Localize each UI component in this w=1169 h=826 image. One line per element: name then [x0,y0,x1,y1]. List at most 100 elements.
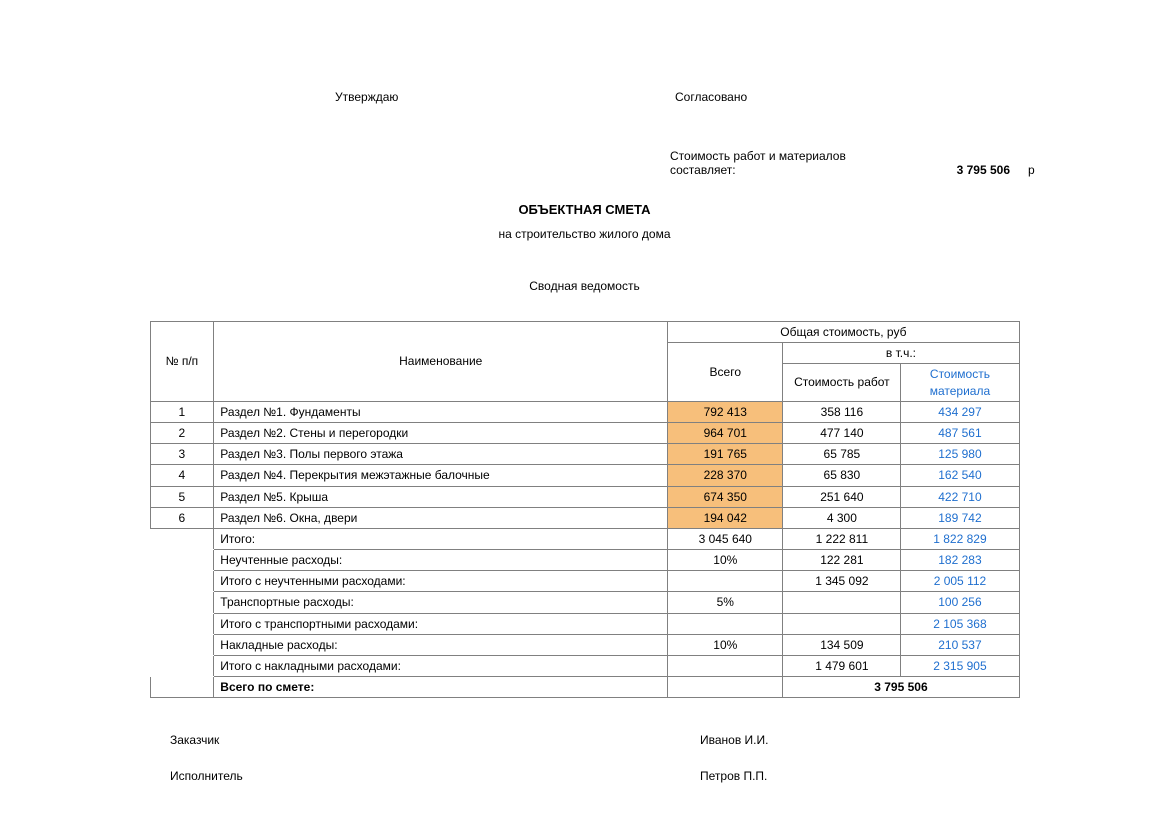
table-row: 1Раздел №1. Фундаменты792 413358 116434 … [150,401,1019,422]
table-total-row: Итого с накладными расходами:1 479 6012 … [150,656,1019,677]
cell-total: 964 701 [668,422,783,443]
cell-total: 3 045 640 [668,528,783,549]
cell-work [783,613,901,634]
table-row: 2Раздел №2. Стены и перегородки964 70147… [150,422,1019,443]
cost-value: 3 795 506 [920,163,1010,177]
table-total-row: Транспортные расходы:5% 100 256 [150,592,1019,613]
cell-total: 191 765 [668,444,783,465]
cell-num [150,550,214,571]
signatures: Заказчик Иванов И.И. Исполнитель Петров … [170,733,1059,783]
cell-material: 189 742 [901,507,1019,528]
cell-num [150,592,214,613]
cell-work: 122 281 [783,550,901,571]
cell-total [668,571,783,592]
cost-label: Стоимость работ и материалов составляет: [670,149,920,177]
cell-name: Неучтенные расходы: [214,550,668,571]
approval-row: Утверждаю Согласовано [110,90,1059,104]
cell-num: 3 [150,444,214,465]
cell-num [150,613,214,634]
cell-name: Транспортные расходы: [214,592,668,613]
approve-label: Утверждаю [335,90,675,104]
cell-name: Раздел №1. Фундаменты [214,401,668,422]
table-total-row: Итого с неучтенными расходами: 1 345 0922… [150,571,1019,592]
cost-label-line1: Стоимость работ и материалов [670,149,846,163]
cell-total [668,613,783,634]
cell-material: 2 315 905 [901,656,1019,677]
table-row: 5Раздел №5. Крыша674 350251 640422 710 [150,486,1019,507]
doc-subtitle: на строительство жилого дома [110,227,1059,241]
cell-material: 434 297 [901,401,1019,422]
grand-value: 3 795 506 [783,677,1019,698]
cell-name: Раздел №3. Полы первого этажа [214,444,668,465]
cell-material: 162 540 [901,465,1019,486]
table-total-row: Неучтенные расходы:10%122 281182 283 [150,550,1019,571]
cell-work: 4 300 [783,507,901,528]
cell-name: Раздел №5. Крыша [214,486,668,507]
th-name: Наименование [214,322,668,402]
table-total-row: Накладные расходы:10%134 509210 537 [150,634,1019,655]
cell-work [783,592,901,613]
cost-ruble: р [1028,163,1035,177]
cost-label-line2: составляет: [670,163,736,177]
doc-title: ОБЪЕКТНАЯ СМЕТА [110,202,1059,217]
cell-material: 100 256 [901,592,1019,613]
cell-work: 251 640 [783,486,901,507]
cell-total: 674 350 [668,486,783,507]
cell-num: 6 [150,507,214,528]
th-total: Всего [668,343,783,402]
customer-role: Заказчик [170,733,700,747]
grand-name: Всего по смете: [214,677,668,698]
table-total-row: Итого с транспортными расходами: 2 105 36… [150,613,1019,634]
th-costgroup: Общая стоимость, руб [668,322,1019,343]
cell-name: Итого: [214,528,668,549]
agree-label: Согласовано [675,90,747,104]
executor-name: Петров П.П. [700,769,767,783]
cell-total: 228 370 [668,465,783,486]
cell-material: 422 710 [901,486,1019,507]
th-work: Стоимость работ [783,364,901,401]
cell-work: 65 830 [783,465,901,486]
cell-num: 4 [150,465,214,486]
table-row: 6Раздел №6. Окна, двери194 0424 300189 7… [150,507,1019,528]
estimate-table: № п/п Наименование Общая стоимость, руб … [150,321,1020,698]
cell-material: 2 105 368 [901,613,1019,634]
cell-name: Итого с транспортными расходами: [214,613,668,634]
cell-work: 358 116 [783,401,901,422]
th-num: № п/п [150,322,214,402]
cell-total: 10% [668,634,783,655]
cell-material: 487 561 [901,422,1019,443]
th-material: Стоимость материала [901,364,1019,401]
cell-name: Раздел №6. Окна, двери [214,507,668,528]
cell-num [150,656,214,677]
th-incl: в т.ч.: [783,343,1019,364]
table-total-row: Итого:3 045 6401 222 8111 822 829 [150,528,1019,549]
cell-work: 134 509 [783,634,901,655]
cell-material: 2 005 112 [901,571,1019,592]
cell-material: 182 283 [901,550,1019,571]
cell-work: 1 222 811 [783,528,901,549]
executor-role: Исполнитель [170,769,700,783]
table-row: 3Раздел №3. Полы первого этажа191 76565 … [150,444,1019,465]
cell-name: Раздел №4. Перекрытия межэтажные балочны… [214,465,668,486]
cell-num: 5 [150,486,214,507]
cell-work: 477 140 [783,422,901,443]
cell-total: 194 042 [668,507,783,528]
cell-num [150,528,214,549]
doc-sheet: Сводная ведомость [110,279,1059,293]
cell-name: Итого с неучтенными расходами: [214,571,668,592]
cell-num [150,634,214,655]
grand-total-row: Всего по смете: 3 795 506 [150,677,1019,698]
cell-total: 10% [668,550,783,571]
cell-total: 792 413 [668,401,783,422]
cell-num: 1 [150,401,214,422]
cell-material: 1 822 829 [901,528,1019,549]
total-cost-block: Стоимость работ и материалов составляет:… [670,149,1059,177]
cell-material: 125 980 [901,444,1019,465]
cell-name: Итого с накладными расходами: [214,656,668,677]
table-row: 4Раздел №4. Перекрытия межэтажные балочн… [150,465,1019,486]
cell-work: 1 345 092 [783,571,901,592]
cell-name: Раздел №2. Стены и перегородки [214,422,668,443]
cell-num [150,571,214,592]
cell-total: 5% [668,592,783,613]
cell-name: Накладные расходы: [214,634,668,655]
